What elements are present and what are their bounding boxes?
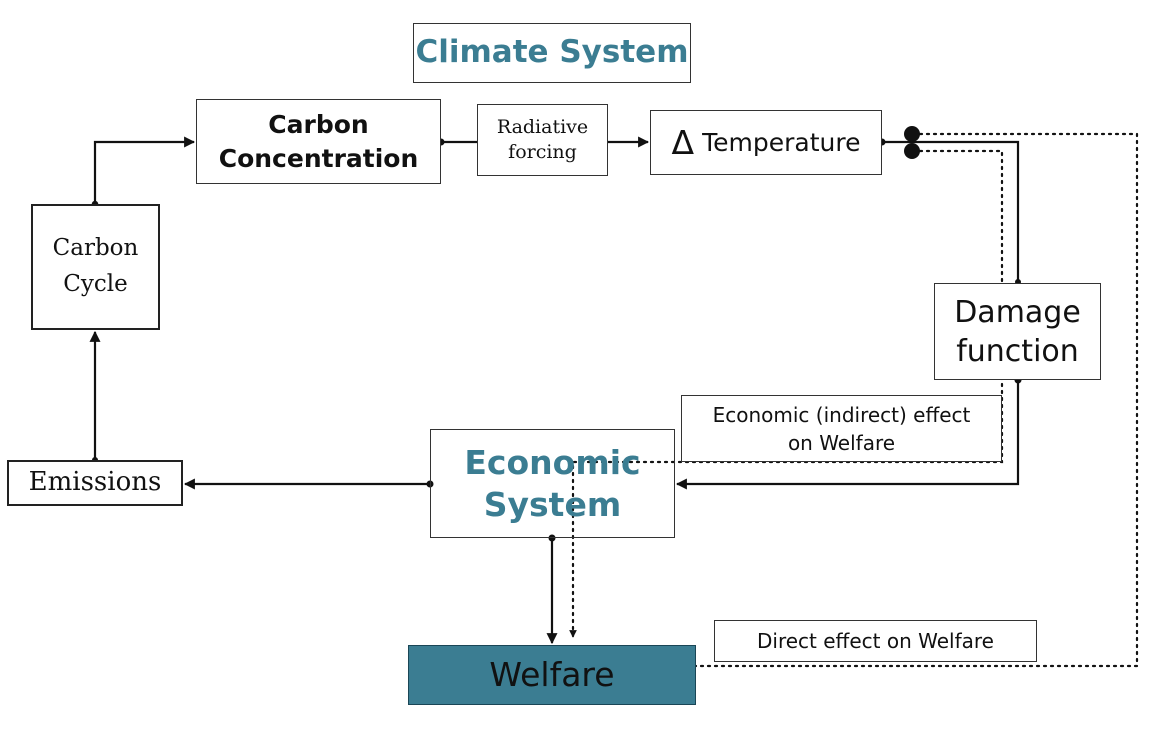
radiative-forcing-line-2: forcing	[508, 141, 577, 163]
carbon-concentration-line-1: Carbon	[268, 109, 369, 139]
carbon-cycle-line-2: Cycle	[63, 271, 128, 297]
emissions-box: Emissions	[7, 460, 183, 506]
economic-effect-label: Economic (indirect) effect on Welfare	[681, 395, 1002, 462]
emissions-label: Emissions	[28, 467, 162, 498]
direct-effect-text: Direct effect on Welfare	[757, 629, 994, 653]
damage-function-box: Damage function	[934, 283, 1101, 380]
radiative-forcing-line-1: Radiative	[496, 116, 589, 139]
carbon-concentration-box: Carbon Concentration	[196, 99, 441, 184]
economic-system-line-1: Economic	[464, 443, 641, 483]
junction-dot-bottom	[904, 143, 920, 159]
economic-effect-line-1: Economic (indirect) effect	[712, 402, 971, 427]
welfare-box: Welfare	[408, 645, 696, 705]
diagram-title: Climate System	[413, 23, 691, 83]
carbon-cycle-box: Carbon Cycle	[31, 204, 160, 330]
connector-temperature-to-damage	[882, 140, 1020, 283]
connector-dot	[548, 534, 556, 542]
dotted-indirect-effect-path	[569, 149, 1004, 639]
diagram-title-text: Climate System	[415, 34, 689, 71]
carbon-cycle-line-1: Carbon	[52, 235, 139, 262]
temperature-change-box: Δ Temperature	[650, 110, 882, 175]
connector-cycle-to-concentration	[93, 136, 196, 204]
economic-system-box: Economic System	[430, 429, 675, 538]
damage-function-line-2: function	[956, 333, 1079, 369]
delta-symbol: Δ	[671, 122, 695, 162]
economic-system-line-2: System	[483, 484, 622, 524]
carbon-concentration-line-2: Concentration	[218, 143, 419, 173]
junction-dot-top	[904, 126, 920, 142]
economic-effect-line-2: on Welfare	[787, 430, 896, 455]
damage-function-line-1: Damage	[954, 294, 1081, 330]
dotted-direct-effect-path	[640, 132, 1139, 670]
direct-effect-label: Direct effect on Welfare	[714, 620, 1037, 662]
connector-damage-to-economy	[675, 380, 1020, 490]
temperature-label: Temperature	[702, 127, 861, 157]
radiative-forcing-box: Radiative forcing	[477, 104, 608, 176]
welfare-label: Welfare	[489, 655, 615, 695]
